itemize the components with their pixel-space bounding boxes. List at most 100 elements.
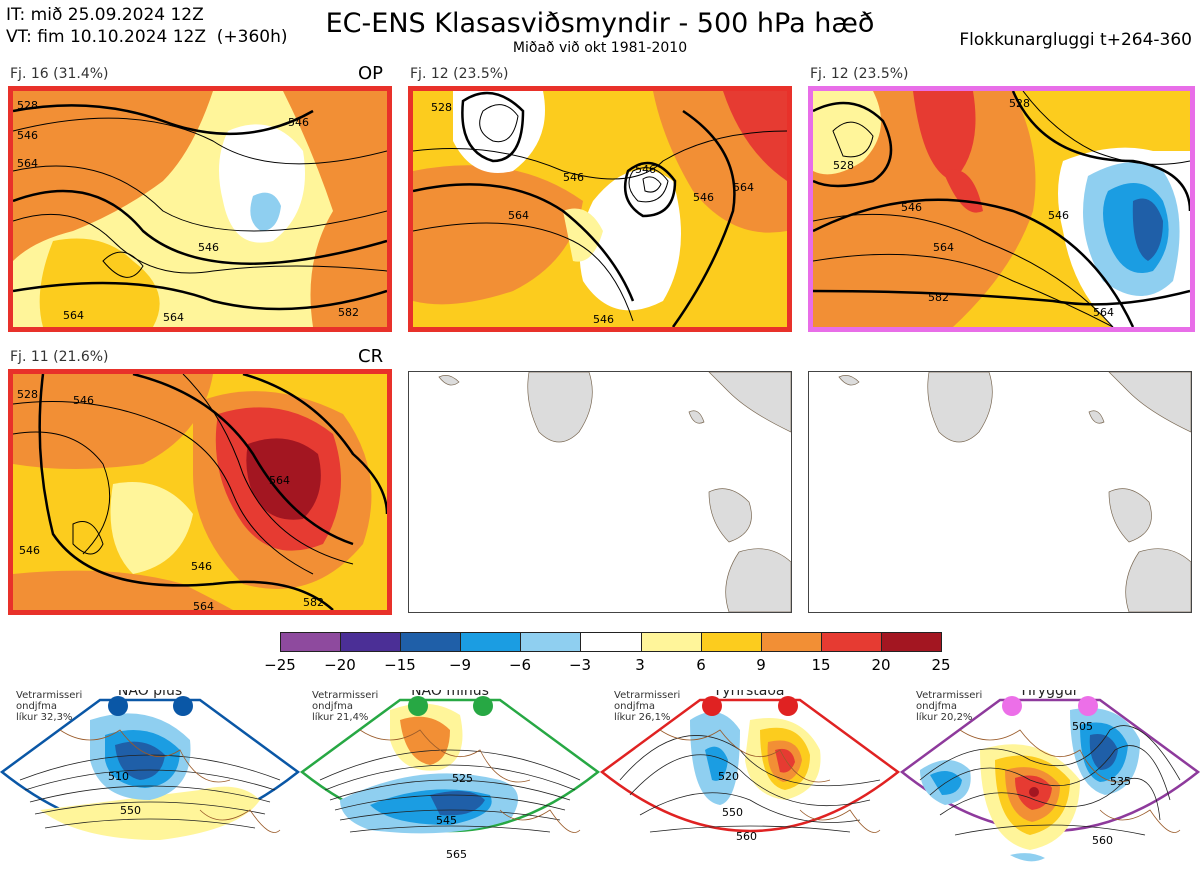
panel-2-label: Fj. 12 (23.5%): [410, 66, 509, 82]
regime-ridge: Hryggur Vetrarmisseri ondjfma líkur 20,2…: [899, 683, 1200, 868]
regime-info: ondjfma: [312, 701, 353, 712]
colorbar-tick: −6: [508, 656, 532, 674]
classification-window: Flokkunargluggi t+264-360: [959, 30, 1192, 50]
regime-probability: líkur 20,2%: [916, 711, 972, 723]
colorbar-tick: 15: [811, 656, 831, 674]
colorbar-swatch: [461, 633, 522, 651]
colorbar-swatch: [521, 633, 582, 651]
contour-label: 546: [19, 544, 40, 557]
colorbar-swatch: [701, 633, 762, 651]
contour-label: 546: [693, 191, 714, 204]
contour-label: 582: [928, 291, 949, 304]
colorbar-tick: 9: [756, 656, 766, 674]
colorbar-tick: 3: [635, 656, 645, 674]
regime-info: Vetrarmisseri: [614, 690, 680, 701]
contour-label: 564: [933, 241, 954, 254]
colorbar-tick: −20: [324, 656, 356, 674]
regime-title: NAO plús: [118, 690, 182, 699]
regime-info: ondjfma: [916, 701, 957, 712]
panel-1-tag: OP: [358, 63, 384, 84]
colorbar-tick: −3: [568, 656, 592, 674]
contour-label: 564: [63, 309, 84, 322]
panel-3-label: Fj. 12 (23.5%): [810, 66, 909, 82]
contour-label: 528: [17, 388, 38, 401]
colorbar-tick: −9: [448, 656, 472, 674]
contour-label: 564: [508, 209, 529, 222]
regime-title: Hryggur: [1022, 690, 1079, 699]
contour-label: 528: [17, 99, 38, 112]
contour-label: 560: [1092, 834, 1113, 847]
contour-label: 546: [1048, 209, 1069, 222]
contour-label: 564: [269, 474, 290, 487]
valid-time: VT: fim 10.10.2024 12Z (+360h): [6, 27, 288, 47]
colorbar-tick: 20: [871, 656, 891, 674]
empty-map-5: [408, 371, 792, 613]
contour-label: 564: [1093, 306, 1114, 319]
contour-label: 546: [198, 241, 219, 254]
panel-4-tag: CR: [358, 346, 384, 367]
contour-label: 582: [303, 596, 324, 609]
contour-label: 550: [120, 804, 141, 817]
cluster-map-2: 528 546 546 564 546 564 546: [408, 86, 792, 332]
contour-label: 564: [163, 311, 184, 324]
colorbar-swatch: [761, 633, 822, 651]
panel-4-label: Fj. 11 (21.6%): [10, 349, 109, 365]
page-subtitle: Miðað við okt 1981-2010: [512, 40, 688, 56]
regime-probability: líkur 26,1%: [614, 711, 670, 723]
regime-info: ondjfma: [614, 701, 655, 712]
regime-info: Vetrarmisseri: [916, 690, 982, 701]
contour-label: 520: [718, 770, 739, 783]
contour-label: 535: [1110, 775, 1131, 788]
regime-probability: líkur 32,3%: [16, 711, 72, 723]
contour-label: 510: [108, 770, 129, 783]
regime-title: NAO mínus: [411, 690, 489, 699]
contour-label: 546: [593, 313, 614, 326]
init-valid-times: IT: mið 25.09.2024 12Z VT: fim 10.10.2024…: [6, 4, 288, 48]
colorbar-swatch: [881, 633, 942, 651]
colorbar-tick: −25: [264, 656, 296, 674]
colorbar-swatch: [401, 633, 462, 651]
contour-label: 525: [452, 772, 473, 785]
contour-label: 528: [833, 159, 854, 172]
colorbar-swatch: [821, 633, 882, 651]
init-time: IT: mið 25.09.2024 12Z: [6, 5, 204, 25]
colorbar-swatch: [581, 633, 642, 651]
colorbar-swatch: [341, 633, 402, 651]
contour-label: 546: [901, 201, 922, 214]
colorbar: [280, 632, 942, 652]
contour-label: 546: [635, 163, 656, 176]
regime-probability: líkur 21,4%: [312, 711, 368, 723]
regime-info: Vetrarmisseri: [312, 690, 378, 701]
empty-map-6: [808, 371, 1192, 613]
contour-label: 546: [73, 394, 94, 407]
colorbar-tick: 25: [931, 656, 951, 674]
contour-label: 565: [446, 848, 467, 861]
cluster-map-3: 528 546 546 564 582 564 528: [808, 86, 1195, 332]
regime-nao-minus: NAO mínus Vetrarmisseri ondjfma líkur 21…: [299, 683, 601, 868]
contour-label: 550: [722, 806, 743, 819]
contour-label: 528: [431, 101, 452, 114]
regime-info: ondjfma: [16, 701, 57, 712]
regime-title: Fyrirstaða: [716, 690, 785, 699]
contour-label: 564: [193, 600, 214, 610]
contour-label: 528: [1009, 97, 1030, 110]
colorbar-tick: 6: [696, 656, 706, 674]
colorbar-tick: −15: [384, 656, 416, 674]
contour-label: 564: [733, 181, 754, 194]
contour-label: 546: [563, 171, 584, 184]
cluster-map-1: 528 546 564 546 546 564 564 582: [8, 86, 392, 332]
contour-label: 545: [436, 814, 457, 827]
panel-1-label: Fj. 16 (31.4%): [10, 66, 109, 82]
colorbar-swatch: [281, 633, 342, 651]
colorbar-swatch: [641, 633, 702, 651]
contour-label: 560: [736, 830, 757, 843]
regime-info: Vetrarmisseri: [16, 690, 82, 701]
contour-label: 546: [17, 129, 38, 142]
contour-label: 546: [288, 116, 309, 129]
contour-label: 546: [191, 560, 212, 573]
page-title: EC-ENS Klasasviðsmyndir - 500 hPa hæð: [325, 8, 875, 39]
contour-label: 582: [338, 306, 359, 319]
regime-blocking: Fyrirstaða Vetrarmisseri ondjfma líkur 2…: [599, 683, 901, 868]
cluster-map-4: 528 546 546 564 546 564 582: [8, 369, 392, 615]
contour-label: 505: [1072, 720, 1093, 733]
